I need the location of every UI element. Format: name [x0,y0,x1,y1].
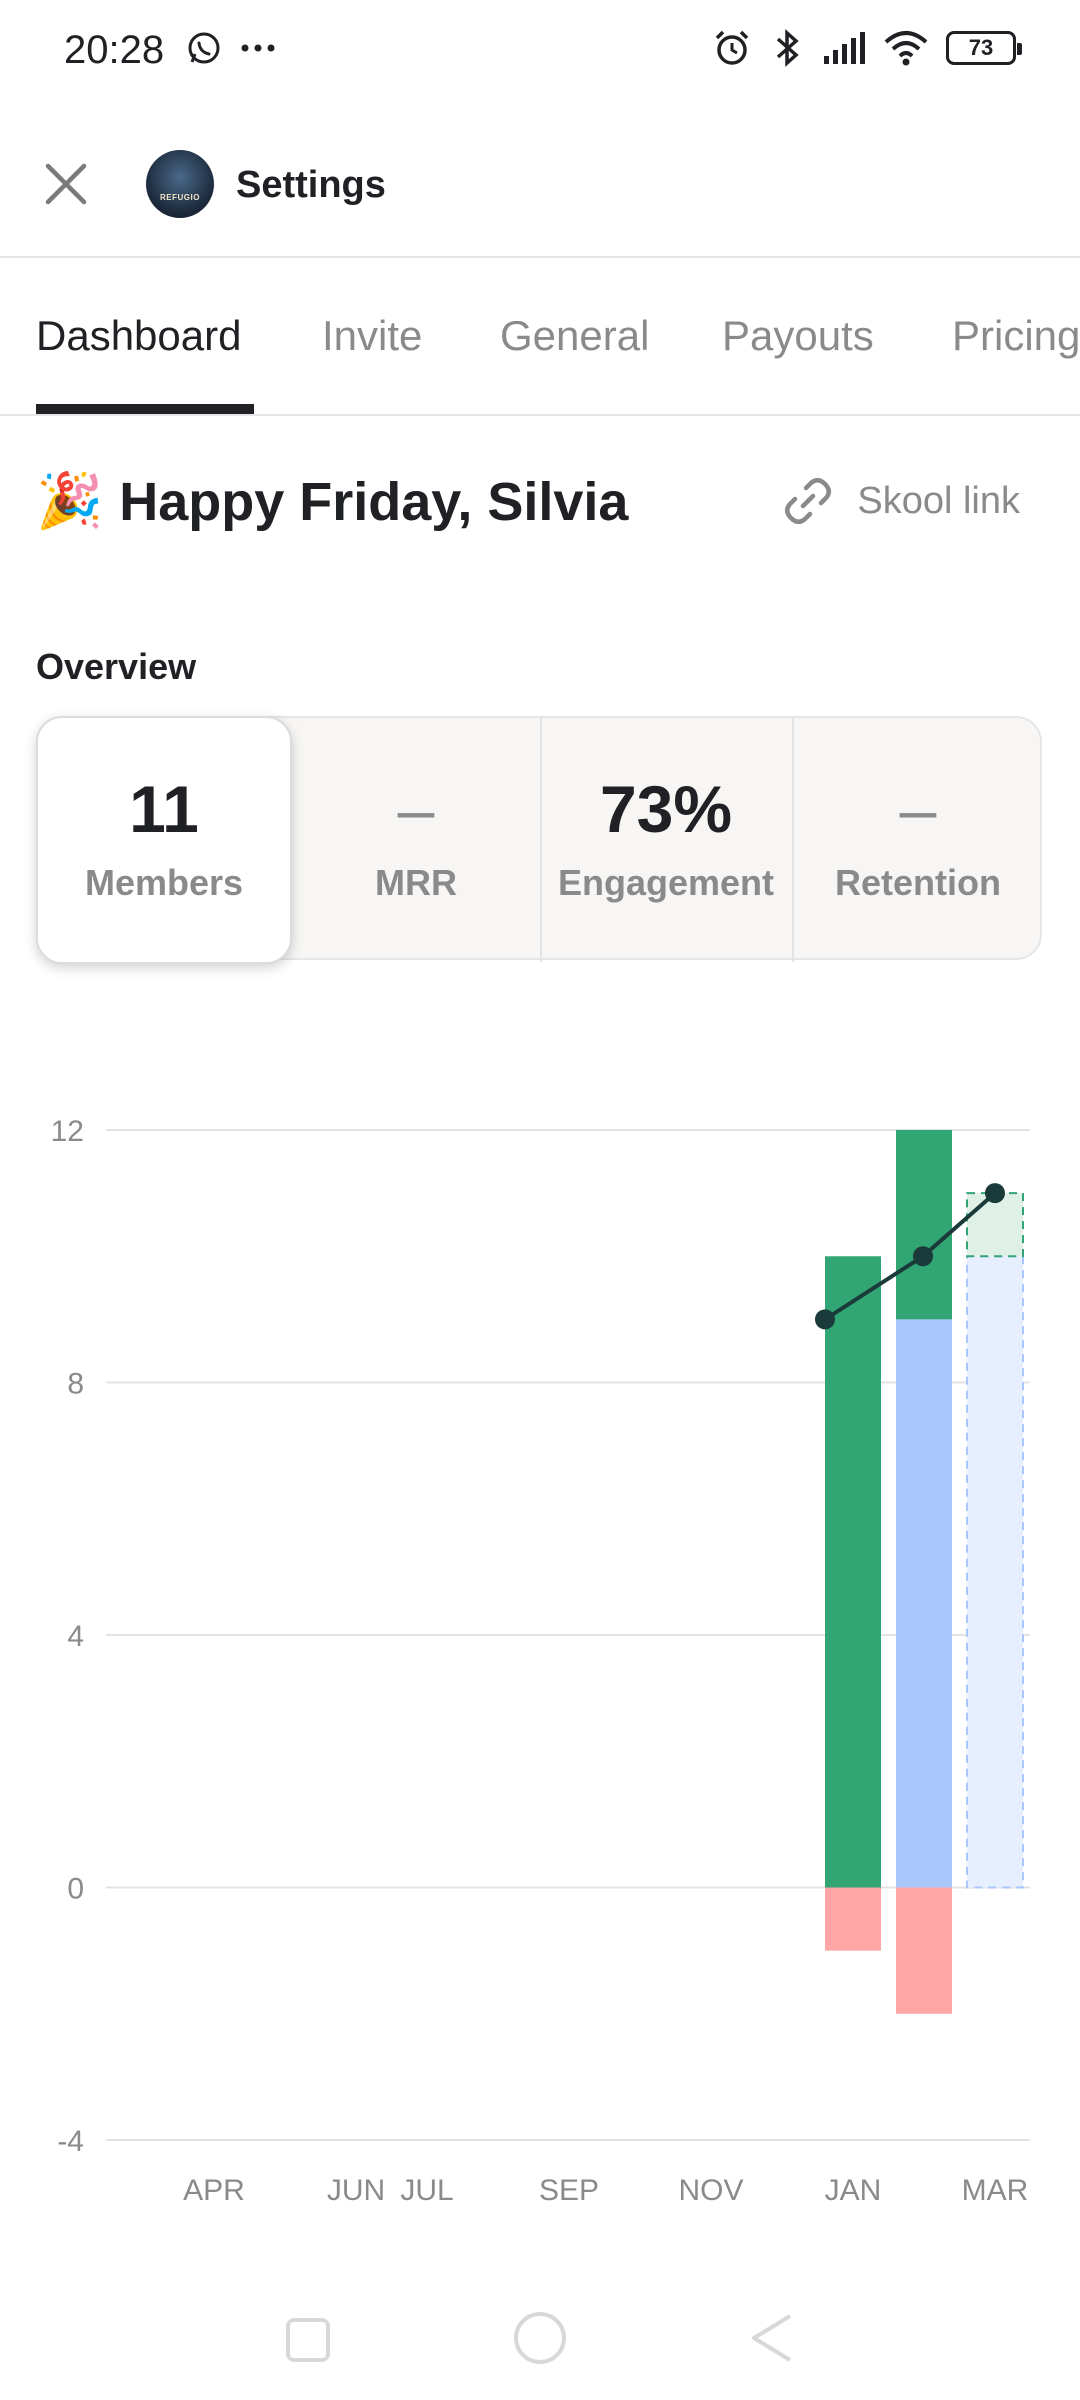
y-tick-label: -4 [57,2125,84,2158]
close-button[interactable] [36,154,96,214]
status-left-icons [186,30,276,66]
y-tick-label: 12 [51,1115,84,1148]
wifi-icon [884,31,928,66]
avatar-text: REFUGIO [160,193,200,202]
members-chart: -4 0 4 8 12 APR JUN JUL SEP NOV JAN MAR [51,1115,1030,2207]
status-right-icons: 73 [712,28,1022,68]
status-time: 20:28 [64,28,165,72]
header: REFUGIO Settings [0,118,1080,258]
x-tick-label: APR [183,2174,245,2207]
x-tick-label: JUL [400,2174,453,2207]
skool-link-button[interactable]: Skool link [781,474,1020,528]
metric-cards: 11 Members – MRR 73% Engagement – Retent… [36,716,1044,964]
tab-payouts[interactable]: Payouts [722,312,874,359]
page-title: Settings [236,164,386,206]
tab-general[interactable]: General [500,312,650,359]
metric-label: Engagement [557,862,775,903]
metric-value: 11 [129,772,199,846]
x-tick-label: MAR [962,2174,1029,2207]
x-tick-label: JAN [825,2174,882,2207]
greeting-text: Happy Friday, Silvia [119,471,629,532]
bar-churned [896,1887,952,2014]
whatsapp-icon [188,32,220,64]
system-nav-bar [0,2280,1080,2400]
metric-value: – [397,772,435,846]
metric-label: Retention [835,862,1001,903]
back-button[interactable] [752,2314,792,2362]
metric-mrr[interactable]: – MRR [290,718,542,962]
total-members-point [913,1246,933,1267]
tab-invite[interactable]: Invite [322,312,423,359]
metric-divider [540,718,542,962]
y-tick-label: 8 [67,1368,84,1401]
more-icon [241,44,275,52]
bar-new [896,1130,952,1320]
party-popper-icon: 🎉 [36,471,104,531]
active-tab-indicator [36,404,254,414]
x-tick-label: SEP [539,2174,599,2207]
close-icon [45,163,87,205]
battery-icon: 73 [946,31,1022,65]
total-members-point [815,1309,835,1330]
tab-pricing[interactable]: Pricing [952,312,1080,359]
community-avatar[interactable]: REFUGIO [146,150,214,218]
alarm-icon [715,30,749,65]
signal-icon [824,32,865,64]
bluetooth-icon [776,29,799,67]
recent-apps-button[interactable] [286,2318,330,2362]
y-tick-label: 0 [67,1873,84,1906]
bar-existing [966,1255,1024,1889]
metric-value: – [899,772,937,846]
battery-level: 73 [968,35,994,60]
metric-members[interactable]: 11 Members [36,716,292,964]
greeting: 🎉 Happy Friday, Silvia [36,470,628,533]
tab-bar: Dashboard Invite General Payouts Pricing [0,258,1080,416]
x-tick-label: NOV [678,2174,743,2207]
metric-label: Members [84,862,244,903]
overview-label: Overview [36,646,197,687]
x-tick-label: JUN [327,2174,385,2207]
bar-churned [825,1887,881,1951]
tab-dashboard[interactable]: Dashboard [36,312,242,359]
metric-retention[interactable]: – Retention [792,718,1044,962]
link-icon [785,478,832,524]
metric-value: 73% [599,772,733,846]
bar-new [825,1256,881,1888]
bar-existing [896,1319,952,1888]
bar-new [966,1192,1024,1258]
metric-divider [792,718,794,962]
home-button[interactable] [514,2312,566,2364]
total-members-point [985,1183,1005,1204]
metric-label: MRR [375,862,457,903]
y-tick-label: 4 [67,1620,84,1653]
metric-engagement[interactable]: 73% Engagement [540,718,792,962]
skool-link-label: Skool link [857,479,1020,522]
status-bar: 20:28 73 [0,0,1080,100]
